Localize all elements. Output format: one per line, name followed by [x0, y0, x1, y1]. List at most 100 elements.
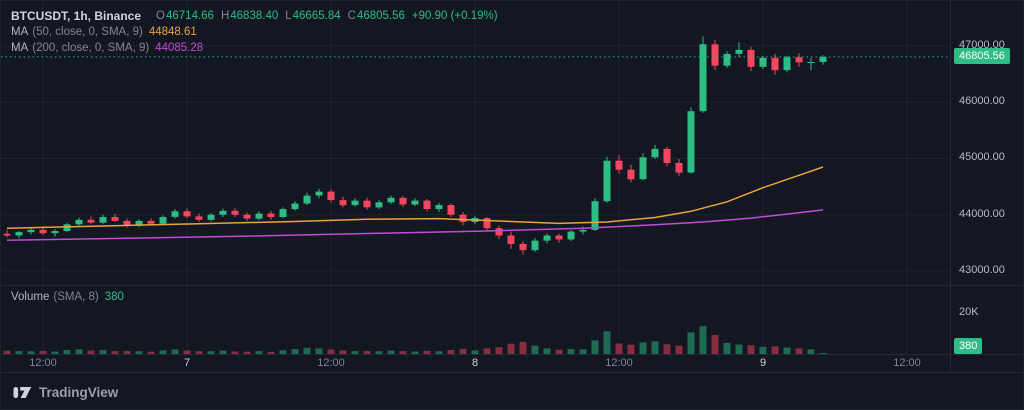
volume-bar [771, 346, 779, 354]
candle [291, 201, 299, 211]
ma50-legend-row[interactable]: MA (50, close, 0, SMA, 9) 44848.61 [11, 24, 498, 40]
candle [459, 211, 467, 226]
volume-bar [147, 351, 155, 354]
candle [759, 55, 767, 69]
candle [555, 233, 563, 243]
volume-params: (SMA, 8) [53, 291, 99, 303]
volume-bar [627, 344, 635, 354]
candle [411, 198, 419, 207]
price-pane-canvas[interactable] [1, 1, 950, 285]
volume-value: 380 [104, 291, 124, 303]
candle [531, 238, 539, 252]
candle [99, 214, 107, 224]
symbol-ohlc-row[interactable]: BTCUSDT, 1h, Binance O 46714.66 H 46838.… [11, 8, 498, 24]
candle [663, 146, 671, 167]
candle [327, 189, 335, 203]
volume-bar [723, 342, 731, 354]
open-label: O [156, 10, 165, 22]
candle [615, 155, 623, 174]
pane-separator[interactable] [1, 285, 1023, 286]
time-tick-label: 7 [183, 357, 191, 369]
time-tick-label: 12:00 [317, 357, 345, 369]
volume-bar [351, 351, 359, 354]
low-value: 46665.84 [292, 10, 341, 22]
volume-bar [663, 344, 671, 354]
volume-legend-row[interactable]: Volume (SMA, 8) 380 [11, 291, 124, 303]
time-tick-label: 12:00 [605, 357, 633, 369]
volume-bar [687, 332, 695, 354]
close-value: 46805.56 [356, 10, 405, 22]
volume-bar [531, 345, 539, 354]
volume-bar [435, 351, 443, 354]
volume-bar [735, 344, 743, 354]
volume-bar [507, 343, 515, 354]
candle [483, 217, 491, 231]
volume-bar [387, 350, 395, 354]
volume-bar [567, 349, 575, 354]
last-price-badge: 46805.56 [954, 48, 1010, 64]
ma50-line [6, 166, 824, 229]
candle [195, 213, 203, 222]
candle [303, 192, 311, 206]
volume-bar [711, 335, 719, 354]
candle [783, 55, 791, 73]
tradingview-logo[interactable]: TradingView [13, 385, 118, 400]
candle [495, 225, 503, 239]
candle [699, 36, 707, 113]
ma200-legend-row[interactable]: MA (200, close, 0, SMA, 9) 44085.28 [11, 40, 498, 56]
volume-bar [39, 350, 47, 354]
symbol-title[interactable]: BTCUSDT, 1h, Binance [11, 9, 142, 23]
volume-bar [747, 345, 755, 354]
volume-bar [99, 350, 107, 354]
ma50-value: 44848.61 [148, 26, 197, 38]
candle [507, 232, 515, 249]
candle [219, 208, 227, 217]
volume-pane-canvas[interactable] [1, 286, 950, 354]
high-label: H [220, 10, 230, 22]
volume-bar [519, 341, 527, 354]
candle [27, 227, 35, 235]
volume-bar [231, 351, 239, 354]
candle [747, 46, 755, 72]
volume-bar [399, 351, 407, 354]
volume-bar [279, 350, 287, 354]
volume-bar [291, 349, 299, 354]
volume-bar [675, 345, 683, 354]
candle [651, 145, 659, 159]
price-scale[interactable]: 47000.00 46000.00 45000.00 44000.00 43000.00… [950, 1, 1023, 372]
candle [171, 209, 179, 219]
ma200-line [6, 209, 824, 242]
candle [543, 233, 551, 244]
candle [243, 212, 251, 221]
candle [435, 202, 443, 212]
volume-bar [603, 331, 611, 354]
candle [279, 207, 287, 219]
volume-bar [75, 349, 83, 354]
candle [315, 188, 323, 199]
volume-bar [303, 347, 311, 354]
candle [15, 231, 23, 239]
volume-bar [159, 350, 167, 354]
candle [399, 196, 407, 207]
volume-bar [423, 350, 431, 354]
volume-bar [543, 348, 551, 354]
candle [723, 51, 731, 68]
candle [675, 159, 683, 176]
volume-bar [375, 351, 383, 354]
volume-bar [807, 349, 815, 354]
ma50-label: MA [11, 26, 29, 38]
time-axis[interactable]: 12:00 7 12:00 8 12:00 9 12:00 [1, 355, 950, 372]
candle [255, 211, 263, 221]
candle [207, 213, 215, 222]
low-label: L [285, 10, 292, 22]
bottom-toolbar: TradingView [1, 372, 1023, 409]
candle [639, 153, 647, 181]
candle [75, 217, 83, 226]
volume-bar [87, 350, 95, 354]
volume-bar [783, 347, 791, 354]
candle [387, 195, 395, 204]
volume-bar [315, 348, 323, 354]
volume-bar [615, 343, 623, 354]
candle [567, 229, 575, 242]
